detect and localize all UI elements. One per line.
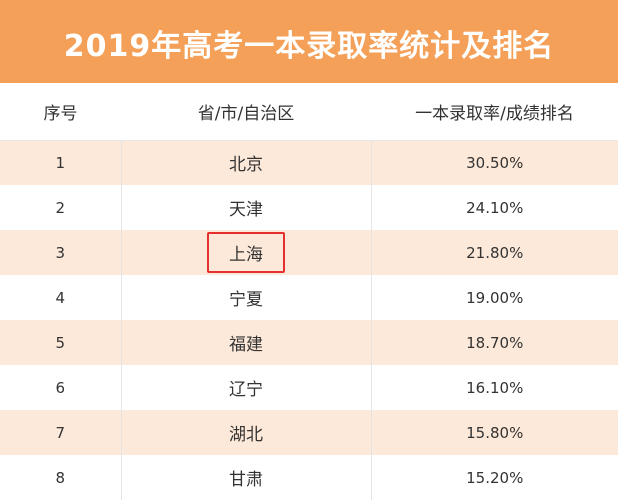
cell-rate: 16.10% [370, 365, 618, 410]
cell-rank: 4 [55, 288, 66, 307]
cell-region-highlighted: 上海 [120, 230, 371, 275]
table-row: 6 辽宁 16.10% [0, 365, 618, 410]
cell-rank: 2 [55, 198, 66, 217]
page-title: 2019年高考一本录取率统计及排名 [0, 0, 618, 83]
table-row: 3 上海 21.80% [0, 230, 618, 275]
table-row: 8 甘肃 15.20% [0, 455, 618, 500]
cell-rate: 19.00% [370, 275, 618, 320]
table-row: 2 天津 24.10% [0, 185, 618, 230]
cell-rank: 5 [55, 333, 66, 352]
cell-rank: 8 [55, 468, 66, 487]
cell-region: 辽宁 [120, 365, 371, 410]
cell-rank: 6 [55, 378, 66, 397]
cell-region: 甘肃 [120, 455, 371, 500]
cell-rate: 15.20% [370, 455, 618, 500]
cell-region: 北京 [120, 139, 371, 185]
cell-rate: 18.70% [370, 320, 618, 365]
cell-rate: 15.80% [370, 410, 618, 455]
header-rate: 一本录取率/成绩排名 [415, 103, 574, 124]
cell-rate: 30.50% [370, 139, 618, 185]
header-rank: 序号 [43, 103, 78, 124]
cell-rank: 1 [0, 139, 121, 185]
cell-region: 宁夏 [120, 275, 371, 320]
ranking-table: 序号 省/市/自治区 一本录取率/成绩排名 1 北京 30.50% 2 天津 2… [0, 83, 618, 500]
table-row: 5 福建 18.70% [0, 320, 618, 365]
header-region: 省/市/自治区 [197, 103, 295, 124]
table-row: 4 宁夏 19.00% [0, 275, 618, 320]
table-row: 1 北京 30.50% [0, 139, 618, 185]
cell-rank: 3 [55, 243, 66, 262]
table-header-row: 序号 省/市/自治区 一本录取率/成绩排名 [0, 83, 618, 140]
cell-rate: 21.80% [370, 230, 618, 275]
cell-region: 天津 [120, 185, 371, 230]
cell-region: 湖北 [120, 410, 371, 455]
cell-region: 福建 [120, 320, 371, 365]
cell-rate: 24.10% [370, 185, 618, 230]
table-row: 7 湖北 15.80% [0, 410, 618, 455]
cell-rank: 7 [55, 423, 66, 442]
highlight-box: 上海 [207, 232, 285, 273]
